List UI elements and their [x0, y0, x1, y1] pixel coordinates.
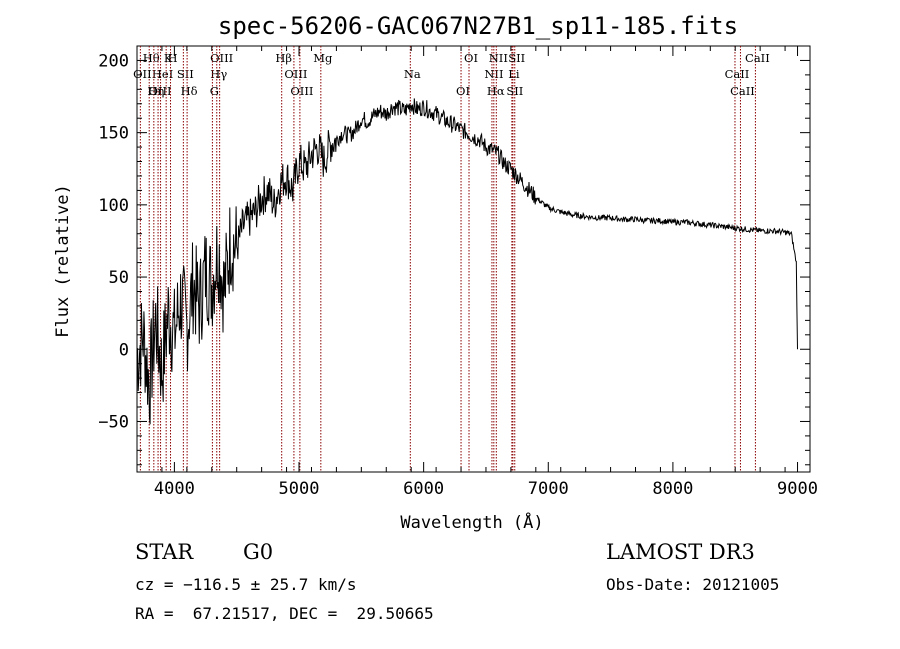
line-label-Mg: Mg	[313, 51, 333, 65]
line-label-Hθ: Hθ	[143, 51, 160, 65]
x-tick-label: 4000	[154, 479, 195, 499]
y-axis-label: Flux (relative)	[53, 184, 73, 338]
line-label-OII: OII	[133, 67, 152, 81]
y-tick-label: −50	[98, 412, 129, 432]
line-label-SII: SII	[508, 51, 525, 65]
chart-title: spec-56206-GAC067N27B1_sp11-185.fits	[218, 12, 738, 40]
line-label-SII: SII	[177, 67, 194, 81]
redshift-cz: cz = −116.5 ± 25.7 km/s	[135, 575, 357, 594]
line-label-CaII: CaII	[725, 67, 750, 81]
line-label-NII: NII	[489, 51, 508, 65]
line-label-K: K	[164, 51, 173, 65]
object-class: STAR	[135, 540, 194, 564]
survey-name: LAMOST DR3	[606, 540, 755, 564]
line-label-OIII: OIII	[210, 51, 233, 65]
obs-date: Obs-Date: 20121005	[606, 575, 780, 594]
line-label-OIII: OIII	[290, 84, 313, 98]
line-label-Hβ: Hβ	[275, 51, 292, 65]
y-tick-label: 100	[98, 196, 129, 216]
spectrum-chart: spec-56206-GAC067N27B1_sp11-185.fits Hθ O…	[53, 12, 818, 533]
spectrum-line	[136, 98, 798, 425]
line-label-Hγ: Hγ	[210, 67, 227, 81]
y-tick-label: 0	[119, 340, 129, 360]
x-tick-label: 8000	[652, 479, 693, 499]
line-label-Hδ: Hδ	[181, 84, 198, 98]
x-tick-label: 5000	[279, 479, 320, 499]
axis-ticks: 4000 5000 6000 7000 8000 9000 −50 0 50 100 150 200	[98, 46, 818, 499]
line-label-OIII: OIII	[284, 67, 307, 81]
x-tick-label: 6000	[403, 479, 444, 499]
x-axis-label: Wavelength (Å)	[400, 511, 543, 533]
y-tick-label: 50	[109, 268, 129, 288]
line-label-Hη: Hη	[147, 84, 164, 98]
line-label-G: G	[210, 84, 219, 98]
plot-frame	[136, 45, 811, 473]
object-subclass: G0	[243, 540, 274, 564]
ra-dec: RA = 67.21517, DEC = 29.50665	[135, 604, 434, 623]
line-label-OI: OI	[464, 51, 478, 65]
line-label-CaII: CaII	[730, 84, 755, 98]
y-tick-label: 200	[98, 51, 129, 71]
y-tick-label: 150	[98, 124, 129, 144]
x-tick-label: 7000	[528, 479, 569, 499]
line-label-Li: Li	[508, 67, 520, 81]
line-label-HeI: HeI	[152, 67, 173, 81]
emission-line-markers: HθOIIOIIIKHeIHηHSIIHδOIIIHγGHβOIIIOIIIMg…	[133, 46, 770, 472]
line-label-H: H	[168, 51, 178, 65]
line-label-CaII: CaII	[745, 51, 770, 65]
line-label-OI: OI	[456, 84, 470, 98]
line-label-Na: Na	[404, 67, 421, 81]
x-tick-label: 9000	[777, 479, 818, 499]
